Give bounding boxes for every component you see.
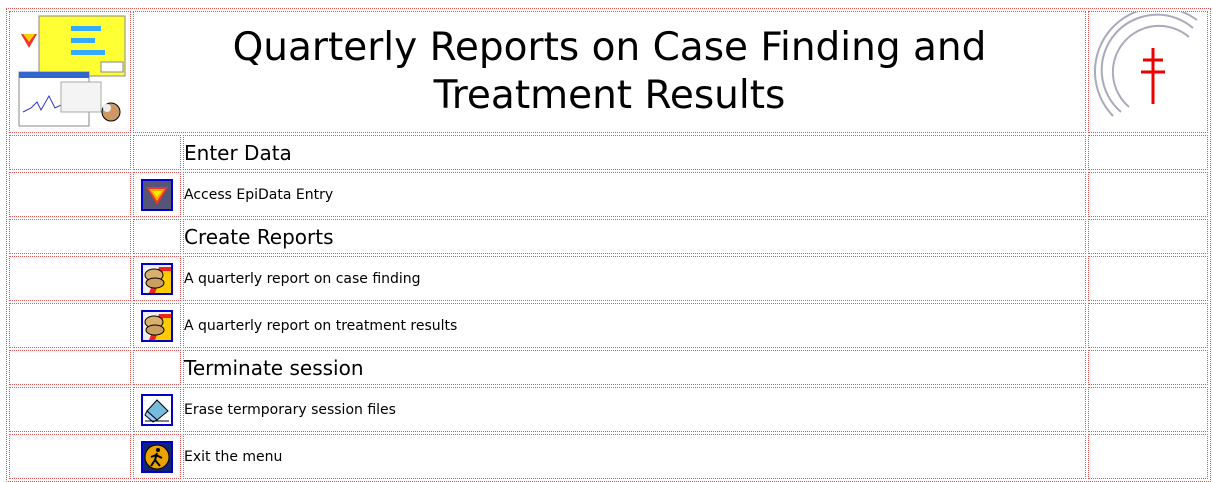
blank-cell	[1088, 256, 1208, 301]
menu-icon[interactable]	[141, 440, 173, 473]
blank-cell	[9, 387, 131, 432]
menu-item[interactable]: Exit the menu	[183, 434, 1086, 479]
menu-item-row: A quarterly report on case finding	[9, 256, 1208, 301]
blank-cell	[1088, 350, 1208, 385]
section-heading: Enter Data	[183, 135, 1086, 170]
menu-table: Quarterly Reports on Case Finding and Tr…	[6, 8, 1211, 482]
section-row: Terminate session	[9, 350, 1208, 385]
blank-cell	[9, 135, 131, 170]
thumbnail-cell	[9, 11, 131, 133]
blank-cell	[9, 219, 131, 254]
blank-cell	[9, 256, 131, 301]
icon-cell	[133, 172, 181, 217]
thumbnail	[18, 15, 126, 127]
icon-cell	[133, 256, 181, 301]
blank-cell	[1088, 172, 1208, 217]
menu-icon[interactable]	[141, 178, 173, 211]
icon-cell	[133, 303, 181, 348]
menu-item-row: A quarterly report on treatment results	[9, 303, 1208, 348]
blank-cell	[133, 219, 181, 254]
section-row: Enter Data	[9, 135, 1208, 170]
logo-cell	[1088, 11, 1208, 133]
blank-cell	[1088, 434, 1208, 479]
menu-icon[interactable]	[141, 262, 173, 295]
menu-item[interactable]: A quarterly report on treatment results	[183, 303, 1086, 348]
blank-cell	[133, 135, 181, 170]
menu-icon[interactable]	[141, 309, 173, 342]
blank-cell	[1088, 303, 1208, 348]
menu-item-row: Erase termporary session files	[9, 387, 1208, 432]
blank-cell	[133, 350, 181, 385]
blank-cell	[9, 172, 131, 217]
blank-cell	[1088, 135, 1208, 170]
blank-cell	[9, 350, 131, 385]
icon-cell	[133, 434, 181, 479]
icon-cell	[133, 387, 181, 432]
blank-cell	[1088, 387, 1208, 432]
menu-item-row: Access EpiData Entry	[9, 172, 1208, 217]
blank-cell	[9, 434, 131, 479]
header-row: Quarterly Reports on Case Finding and Tr…	[9, 11, 1208, 133]
title: Quarterly Reports on Case Finding and Tr…	[133, 11, 1086, 133]
section-heading: Terminate session	[183, 350, 1086, 385]
blank-cell	[9, 303, 131, 348]
menu-icon[interactable]	[141, 393, 173, 426]
menu-item[interactable]: A quarterly report on case finding	[183, 256, 1086, 301]
section-heading: Create Reports	[183, 219, 1086, 254]
logo	[1094, 12, 1198, 117]
menu-item-row: Exit the menu	[9, 434, 1208, 479]
menu-item[interactable]: Erase termporary session files	[183, 387, 1086, 432]
menu-item[interactable]: Access EpiData Entry	[183, 172, 1086, 217]
blank-cell	[1088, 219, 1208, 254]
section-row: Create Reports	[9, 219, 1208, 254]
